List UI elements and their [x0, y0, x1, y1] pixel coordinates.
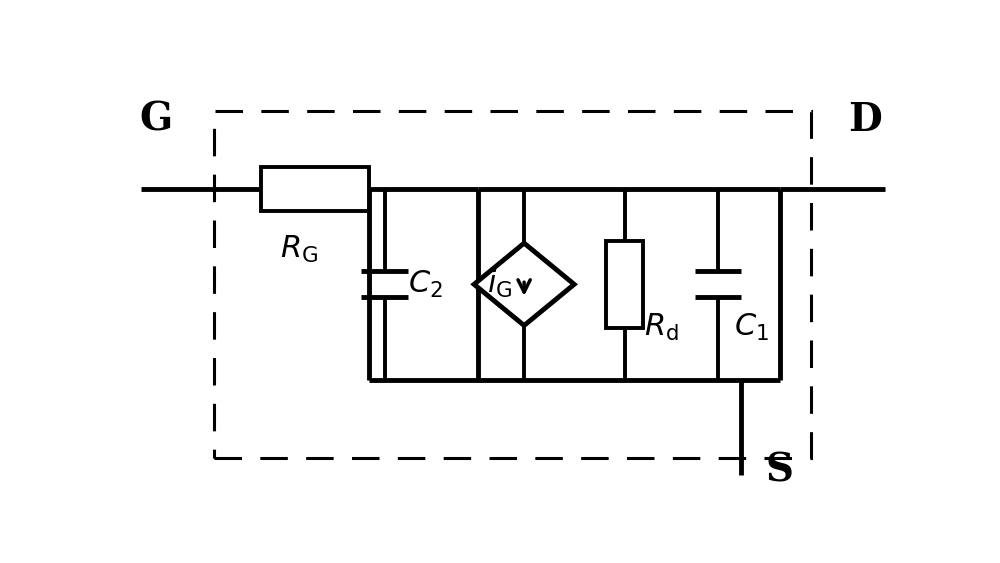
- Text: $R_\mathrm{G}$: $R_\mathrm{G}$: [280, 234, 318, 265]
- Polygon shape: [474, 243, 574, 325]
- Text: $C_2$: $C_2$: [408, 269, 443, 300]
- Text: $C_1$: $C_1$: [734, 312, 769, 343]
- Text: $R_\mathrm{d}$: $R_\mathrm{d}$: [644, 312, 679, 343]
- Bar: [606, 241, 643, 328]
- Text: G: G: [139, 101, 173, 138]
- Text: D: D: [848, 101, 882, 138]
- Text: $i_\mathrm{G}$: $i_\mathrm{G}$: [487, 268, 512, 301]
- Bar: [214, 111, 811, 458]
- Bar: [261, 167, 369, 211]
- Text: S: S: [766, 452, 794, 490]
